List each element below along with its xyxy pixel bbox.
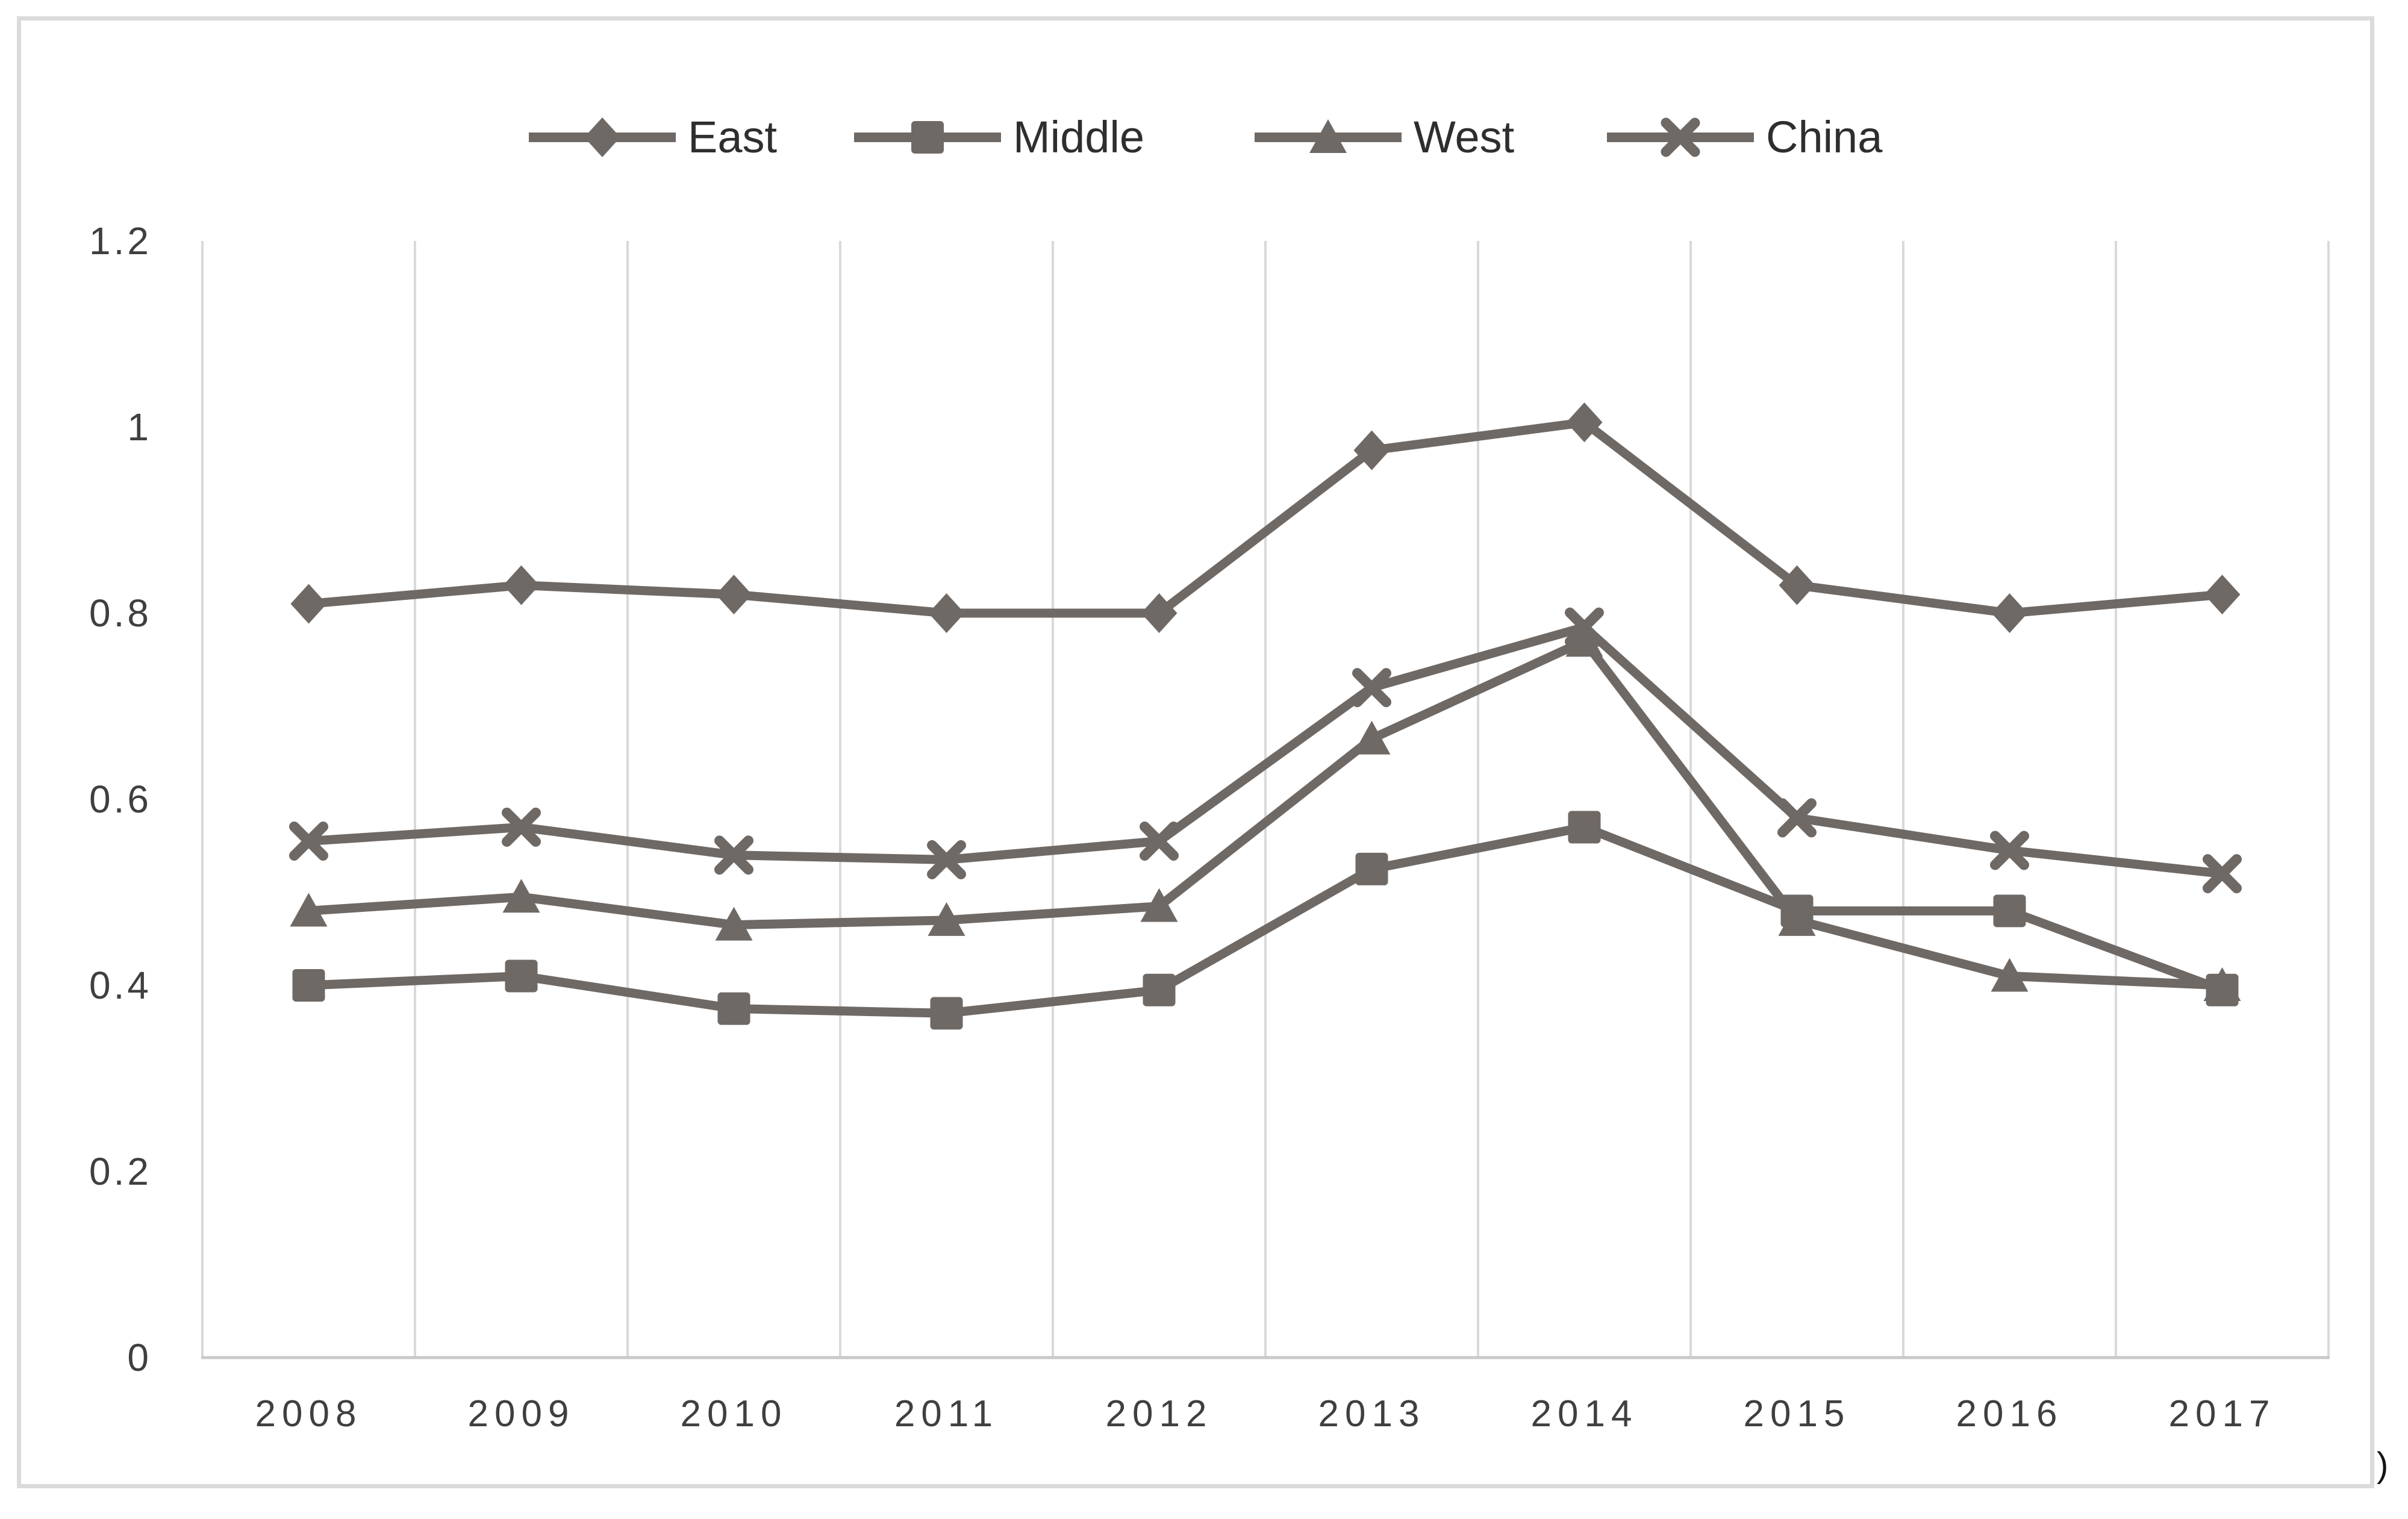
x-tick-label: 2010	[681, 1393, 788, 1435]
x-tick-label: 2009	[468, 1393, 575, 1435]
series-marker-middle-2010	[717, 992, 750, 1025]
series-line-middle	[308, 822, 2224, 1018]
legend-item-label: China	[1766, 112, 1883, 162]
series-line-east	[308, 417, 2223, 618]
series-marker-west-2013	[1353, 720, 1391, 755]
series-marker-china-2015	[1777, 798, 1817, 838]
y-tick-label: 0.2	[89, 1150, 152, 1193]
series-marker-east-2015	[1779, 565, 1815, 605]
series-marker-west-2017	[2203, 967, 2241, 1001]
y-tick-label: 0.6	[89, 778, 152, 821]
series-marker-china-2017	[2203, 854, 2242, 894]
series-marker-middle-2014	[1568, 811, 1601, 844]
x-tick-label: 2015	[1744, 1393, 1851, 1435]
series-marker-east-2017	[2204, 575, 2241, 615]
series-marker-west-2012	[1140, 888, 1178, 922]
series-marker-west-2016	[1991, 958, 2029, 992]
series-marker-china-2010	[714, 835, 753, 875]
legend-item-east: East	[529, 112, 778, 162]
series-marker-china-2011	[927, 840, 966, 879]
y-tick-label: 0.4	[89, 964, 152, 1007]
series-marker-west-2015	[1778, 902, 1816, 936]
legend-item-west: West	[1255, 112, 1515, 162]
series-line-china	[308, 622, 2223, 879]
series-marker-middle-2008	[292, 969, 325, 1002]
series-marker-middle-2013	[1355, 852, 1388, 885]
legend-triangle-icon	[1309, 119, 1347, 153]
x-tick-label: 2016	[1956, 1393, 2063, 1435]
legend-x-icon	[1661, 117, 1700, 157]
legend-item-middle: Middle	[854, 112, 1144, 162]
series-marker-east-2016	[1991, 593, 2028, 633]
y-tick-label: 1	[127, 405, 152, 449]
series-marker-china-2016	[1990, 831, 2029, 870]
series-marker-middle-2012	[1143, 973, 1176, 1006]
y-tick-label: 0.8	[89, 591, 152, 635]
series-marker-china-2014	[1565, 607, 1604, 647]
legend-square-icon	[911, 121, 944, 154]
series-marker-east-2008	[290, 584, 327, 624]
legend-item-china: China	[1607, 112, 1883, 162]
series-marker-china-2013	[1352, 668, 1391, 708]
series-marker-east-2011	[928, 593, 965, 633]
series-marker-west-2010	[715, 906, 753, 941]
series-marker-west-2009	[502, 879, 540, 913]
series-marker-china-2008	[289, 822, 328, 861]
y-tick-label: 1.2	[89, 219, 152, 263]
x-tick-label: 2014	[1531, 1393, 1638, 1435]
series-marker-east-2010	[716, 575, 752, 615]
series-marker-china-2012	[1140, 822, 1179, 861]
x-tick-label: 2012	[1106, 1393, 1213, 1435]
legend-item-label: East	[688, 112, 778, 162]
x-tick-label: 2011	[894, 1393, 999, 1435]
series-marker-middle-2016	[1993, 894, 2026, 928]
series-marker-middle-2011	[930, 997, 963, 1030]
legend-diamond-icon	[584, 117, 620, 157]
series-marker-china-2009	[502, 807, 541, 847]
x-tick-label: 2013	[1318, 1393, 1426, 1435]
series-marker-middle-2009	[505, 959, 538, 993]
series-marker-west-2008	[290, 893, 328, 927]
stray-paren-text: )	[2377, 1446, 2388, 1485]
legend-item-label: West	[1414, 112, 1515, 162]
series-marker-east-2009	[503, 565, 540, 605]
series-marker-west-2011	[928, 902, 965, 936]
legend-item-label: Middle	[1013, 112, 1144, 162]
series-line-west	[308, 636, 2222, 990]
series-marker-east-2013	[1353, 430, 1390, 470]
y-tick-label: 0	[127, 1336, 152, 1379]
x-tick-label: 2017	[2169, 1393, 2276, 1435]
figure-border	[17, 16, 2374, 1488]
series-marker-east-2014	[1566, 402, 1603, 443]
series-marker-west-2014	[1565, 623, 1603, 657]
series-marker-east-2012	[1141, 593, 1177, 633]
x-tick-label: 2008	[255, 1393, 363, 1435]
